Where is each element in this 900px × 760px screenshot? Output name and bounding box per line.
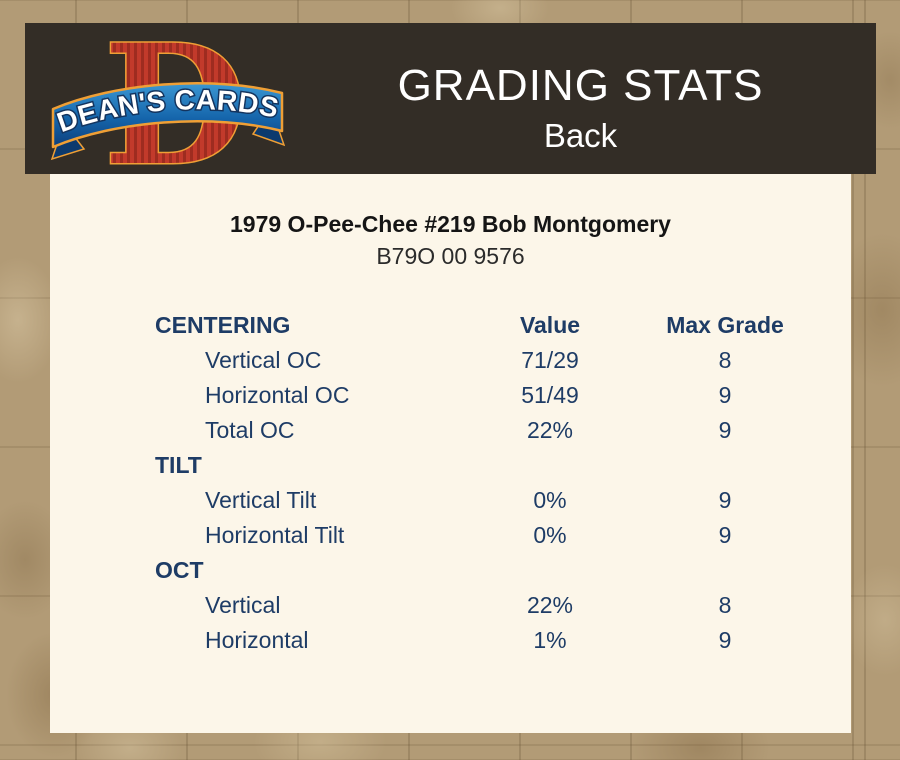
row-value: 0% <box>533 522 567 548</box>
row-label: Vertical <box>205 592 281 618</box>
row-max-grade: 9 <box>718 522 732 548</box>
row-value: 0% <box>533 487 567 513</box>
row-max-grade: 9 <box>718 417 732 443</box>
row-max-grade: 9 <box>718 487 732 513</box>
deans-cards-logo[interactable]: D DEAN'S CARDS <box>50 7 286 204</box>
table-row-horizontal-tilt: Horizontal Tilt 0% 9 <box>155 518 851 553</box>
row-label: Vertical OC <box>205 347 322 373</box>
section-row-oct: OCT <box>155 553 851 588</box>
row-label: Horizontal Tilt <box>205 522 345 548</box>
row-max-grade: 9 <box>718 382 732 408</box>
row-value: 51/49 <box>521 382 579 408</box>
row-value: 71/29 <box>521 347 579 373</box>
table-row-vertical-tilt: Vertical Tilt 0% 9 <box>155 483 851 518</box>
deans-cards-logo-graphic: D DEAN'S CARDS <box>50 7 286 204</box>
header-title-block: GRADING STATS Back <box>285 23 876 174</box>
row-max-grade: 8 <box>718 347 732 373</box>
row-value: 1% <box>533 627 567 653</box>
section-row-tilt: TILT <box>155 448 851 483</box>
table-row-horizontal-oc: Horizontal OC 51/49 9 <box>155 378 851 413</box>
page-subtitle: Back <box>543 117 618 154</box>
card-title: 1979 O-Pee-Chee #219 Bob Montgomery <box>230 211 671 237</box>
column-header-value: Value <box>519 312 581 338</box>
grading-stats-panel: 1979 O-Pee-Chee #219 Bob Montgomery B79O… <box>50 174 851 733</box>
header-bar: D DEAN'S CARDS GRADING STATS Back <box>25 7 876 204</box>
row-max-grade: 8 <box>718 592 732 618</box>
section-label-oct: OCT <box>155 557 204 583</box>
ribbon-banner-icon <box>51 82 284 149</box>
card-serial-number: B79O 00 9576 <box>376 243 525 269</box>
grading-table: CENTERING Value Max Grade Vertical OC 71… <box>155 308 851 658</box>
row-label: Horizontal OC <box>205 382 350 408</box>
page-title: GRADING STATS <box>397 61 764 110</box>
table-row-oct-horizontal: Horizontal 1% 9 <box>155 623 851 658</box>
table-row-vertical-oc: Vertical OC 71/29 8 <box>155 343 851 378</box>
row-value: 22% <box>526 417 574 443</box>
table-header-row: CENTERING Value Max Grade <box>155 308 851 343</box>
table-row-oct-vertical: Vertical 22% 8 <box>155 588 851 623</box>
column-header-max-grade: Max Grade <box>666 312 784 338</box>
row-label: Total OC <box>205 417 295 443</box>
table-row-total-oc: Total OC 22% 9 <box>155 413 851 448</box>
row-label: Horizontal <box>205 627 309 653</box>
section-label-tilt: TILT <box>155 452 202 478</box>
row-label: Vertical Tilt <box>205 487 317 513</box>
row-value: 22% <box>526 592 574 618</box>
row-max-grade: 9 <box>718 627 732 653</box>
section-label-centering: CENTERING <box>155 312 291 338</box>
